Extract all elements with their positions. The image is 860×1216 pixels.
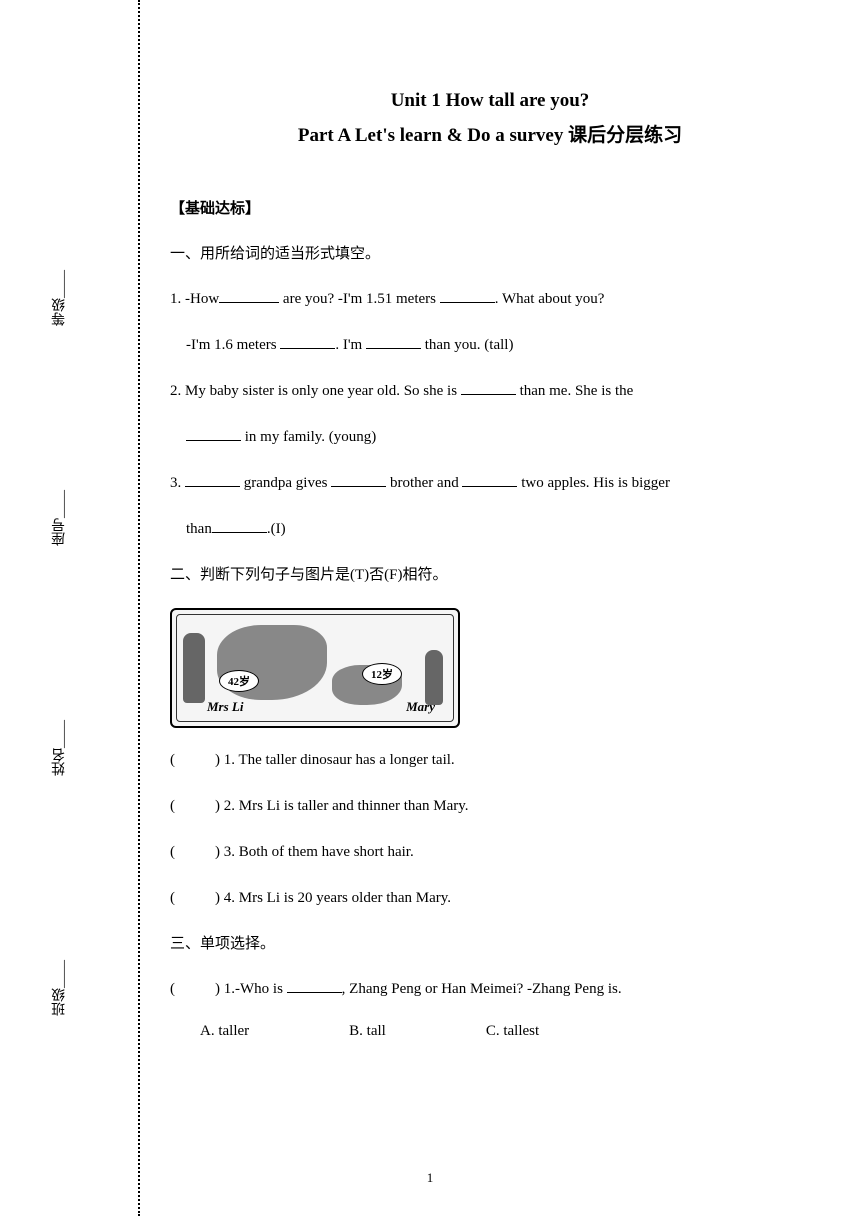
option-a[interactable]: A. taller [200, 1023, 249, 1040]
page-number: 1 [427, 1170, 434, 1186]
blank[interactable] [462, 471, 517, 487]
s3-q1: () 1.-Who is , Zhang Peng or Han Meimei?… [170, 977, 810, 1001]
s2-q1: () 1. The taller dinosaur has a longer t… [170, 748, 810, 772]
sidebar-label-class: 班级____ [50, 960, 70, 1016]
blank[interactable] [366, 333, 421, 349]
option-c[interactable]: C. tallest [486, 1023, 539, 1040]
q3-line1: 3. grandpa gives brother and two apples.… [170, 471, 810, 495]
illustration: 42岁 12岁 Mrs Li Mary [170, 608, 460, 728]
section2-instruction: 二、判断下列句子与图片是(T)否(F)相符。 [170, 563, 810, 584]
q1-line2: -I'm 1.6 meters . I'm than you. (tall) [186, 333, 810, 357]
q1-line1: 1. -How are you? -I'm 1.51 meters . What… [170, 287, 810, 311]
title-sub-en: Part A Let's learn & Do a survey [298, 125, 563, 146]
title-sub-cn: 课后分层练习 [563, 125, 682, 146]
s3-q1-options: A. taller B. tall C. tallest [200, 1023, 810, 1040]
q3-line2: than.(I) [186, 517, 810, 541]
sidebar-label-grade: 等级____ [50, 270, 70, 326]
sidebar: 等级____ 座号____ 姓名____ 班级____ [0, 0, 140, 1216]
blank[interactable] [212, 517, 267, 533]
blank[interactable] [461, 379, 516, 395]
section-tag: 【基础达标】 [170, 197, 810, 218]
person-left [183, 633, 205, 703]
img-name-left: Mrs Li [207, 699, 243, 715]
blank[interactable] [287, 977, 342, 993]
sidebar-label-seat: 座号____ [50, 490, 70, 546]
age-left: 42岁 [219, 670, 259, 692]
s2-q4: () 4. Mrs Li is 20 years older than Mary… [170, 886, 810, 910]
blank[interactable] [331, 471, 386, 487]
section1-instruction: 一、用所给词的适当形式填空。 [170, 242, 810, 263]
title-sub: Part A Let's learn & Do a survey 课后分层练习 [170, 120, 810, 147]
s2-q2: () 2. Mrs Li is taller and thinner than … [170, 794, 810, 818]
title-main: Unit 1 How tall are you? [170, 90, 810, 112]
q2-line2: in my family. (young) [186, 425, 810, 449]
blank[interactable] [185, 471, 240, 487]
blank[interactable] [186, 425, 241, 441]
section3-instruction: 三、单项选择。 [170, 932, 810, 953]
option-b[interactable]: B. tall [349, 1023, 386, 1040]
blank[interactable] [440, 287, 495, 303]
person-right [425, 650, 443, 705]
blank[interactable] [280, 333, 335, 349]
content-area: Unit 1 How tall are you? Part A Let's le… [140, 0, 860, 1216]
page-container: 等级____ 座号____ 姓名____ 班级____ Unit 1 How t… [0, 0, 860, 1216]
s2-q3: () 3. Both of them have short hair. [170, 840, 810, 864]
img-name-right: Mary [406, 699, 435, 715]
blank[interactable] [219, 287, 279, 303]
age-right: 12岁 [362, 663, 402, 685]
sidebar-label-name: 姓名____ [50, 720, 70, 776]
q2-line1: 2. My baby sister is only one year old. … [170, 379, 810, 403]
